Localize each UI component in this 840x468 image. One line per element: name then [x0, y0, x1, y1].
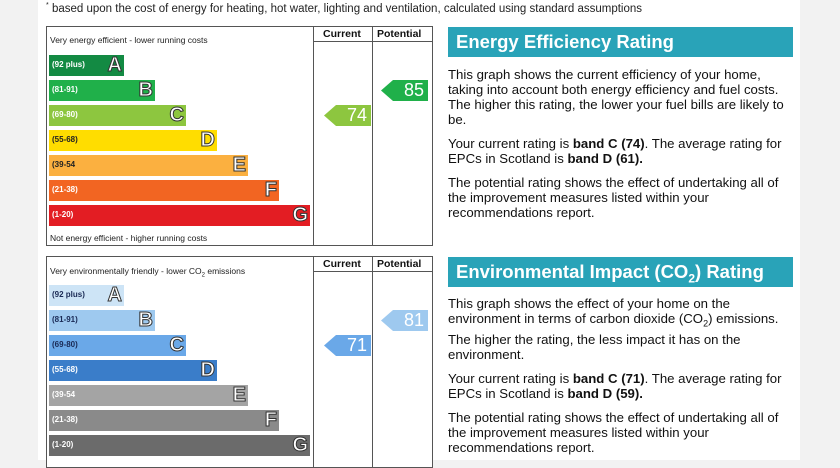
current-rating-arrow: 71: [324, 335, 371, 356]
potential-column: [372, 257, 373, 467]
band-range: (69-80): [52, 340, 78, 349]
environmental-rating-chart: Current Potential Very environmentally f…: [46, 256, 433, 468]
current-column: [313, 27, 314, 245]
current-rating-value: 71: [346, 335, 367, 355]
environmental-description: Environmental Impact (CO2) Rating This g…: [448, 257, 793, 455]
potential-rating-value: 81: [403, 310, 424, 330]
epc-page: * based upon the cost of energy for heat…: [38, 0, 800, 468]
band-c: (69-80) C: [49, 334, 186, 357]
environmental-section-title: Environmental Impact (CO2) Rating: [448, 257, 793, 287]
potential-rating-value: 85: [403, 80, 424, 100]
current-rating-value: 74: [346, 105, 367, 125]
band-d: (55-68) D: [49, 359, 217, 382]
band-range: (1-20): [52, 210, 74, 219]
band-c: (69-80) C: [49, 104, 186, 127]
band-range: (92 plus): [52, 290, 85, 299]
band-f: (21-38) F: [49, 409, 279, 432]
band-letter: D: [200, 129, 215, 152]
footnote-text: based upon the cost of energy for heatin…: [51, 2, 643, 15]
chart-caption-bottom: Not energy efficient - higher running co…: [50, 233, 208, 243]
band-b: (81-91) B: [49, 309, 155, 332]
potential-header: Potential: [377, 258, 422, 270]
band-letter: E: [232, 154, 246, 177]
potential-rating-arrow: 81: [381, 310, 428, 331]
band-letter: F: [264, 179, 277, 202]
environmental-paragraph-2: Your current rating is band C (71). The …: [448, 370, 782, 401]
energy-paragraph-2: Your current rating is band C (74). The …: [448, 136, 782, 166]
band-range: (55-68): [52, 365, 78, 374]
current-header: Current: [323, 258, 361, 270]
energy-description: Energy Efficiency Rating This graph show…: [448, 27, 793, 220]
band-letter: B: [138, 309, 153, 332]
energy-paragraph-1: This graph shows the current efficiency …: [448, 67, 784, 127]
band-letter: A: [107, 54, 122, 77]
energy-paragraph-3: The potential rating shows the effect of…: [448, 175, 779, 220]
band-e: (39-54 E: [49, 384, 248, 407]
band-letter: C: [169, 104, 184, 127]
band-a: (92 plus) A: [49, 54, 124, 77]
band-e: (39-54 E: [49, 154, 248, 177]
current-column: [313, 257, 314, 467]
current-rating-arrow: 74: [324, 105, 371, 126]
band-b: (81-91) B: [49, 79, 155, 102]
band-letter: E: [232, 384, 246, 407]
band-g: (1-20) G: [49, 204, 310, 227]
band-d: (55-68) D: [49, 129, 217, 152]
potential-rating-arrow: 85: [381, 80, 428, 101]
band-range: (69-80): [52, 110, 78, 119]
band-range: (39-54: [52, 160, 76, 169]
band-range: (55-68): [52, 135, 78, 144]
chart-caption-top: Very energy efficient - lower running co…: [50, 35, 208, 45]
environmental-paragraph-3: The potential rating shows the effect of…: [448, 409, 779, 455]
band-f: (21-38) F: [49, 179, 279, 202]
footnote: * based upon the cost of energy for heat…: [46, 2, 643, 15]
potential-column: [372, 27, 373, 245]
band-range: (1-20): [52, 440, 74, 449]
chart-caption-top: Very environmentally friendly - lower CO…: [50, 266, 246, 279]
band-letter: B: [138, 79, 153, 102]
band-range: (81-91): [52, 85, 78, 94]
band-a: (92 plus) A: [49, 284, 124, 307]
band-letter: F: [264, 409, 277, 432]
band-range: (21-38): [52, 185, 78, 194]
energy-section-title: Energy Efficiency Rating: [448, 27, 793, 57]
energy-rating-chart: Current Potential Very energy efficient …: [46, 26, 433, 246]
band-letter: A: [107, 284, 122, 307]
band-range: (81-91): [52, 315, 78, 324]
band-letter: D: [200, 359, 215, 382]
environmental-paragraph-1: This graph shows the effect of your home…: [448, 296, 779, 362]
band-letter: G: [292, 204, 309, 227]
band-range: (21-38): [52, 415, 78, 424]
band-letter: C: [169, 334, 184, 357]
band-letter: G: [292, 434, 309, 457]
band-g: (1-20) G: [49, 434, 310, 457]
current-header: Current: [323, 28, 361, 40]
band-range: (39-54: [52, 390, 76, 399]
potential-header: Potential: [377, 28, 422, 40]
band-range: (92 plus): [52, 60, 85, 69]
